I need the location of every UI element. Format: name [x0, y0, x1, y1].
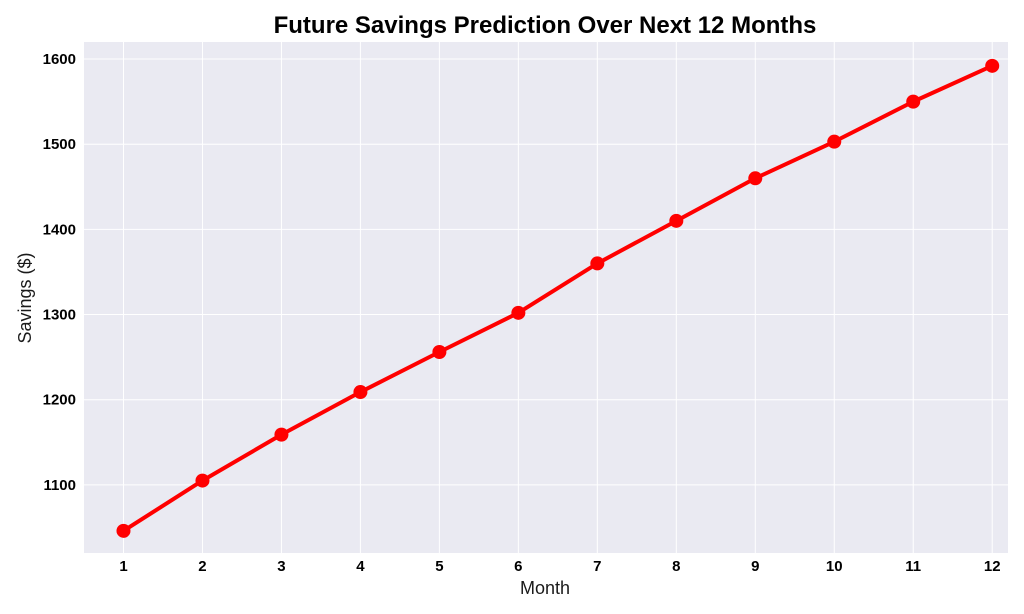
x-tick-label: 12 — [984, 558, 1001, 575]
y-axis-ticks: 1100 1200 1300 1400 1500 1600 — [43, 51, 76, 494]
x-gridlines — [122, 42, 993, 553]
y-tick-label: 1200 — [43, 392, 76, 409]
y-gridlines — [84, 58, 1008, 486]
data-point — [195, 473, 210, 488]
x-tick-label: 6 — [514, 558, 522, 575]
y-tick-label: 1300 — [43, 307, 76, 324]
y-axis-label: Savings ($) — [15, 252, 35, 343]
x-tick-label: 1 — [119, 558, 127, 575]
data-point — [669, 213, 684, 228]
data-point — [906, 94, 921, 109]
x-tick-label: 3 — [277, 558, 285, 575]
x-tick-label: 5 — [435, 558, 443, 575]
data-point — [985, 58, 1000, 73]
x-axis-label: Month — [520, 578, 570, 598]
data-point — [116, 523, 131, 538]
data-point — [353, 385, 368, 400]
data-point — [748, 171, 763, 186]
y-tick-label: 1400 — [43, 221, 76, 238]
series-line — [121, 63, 995, 533]
data-point — [432, 345, 447, 360]
x-tick-label: 8 — [672, 558, 680, 575]
data-point — [827, 134, 842, 149]
series-layer — [116, 58, 1000, 538]
data-point — [590, 256, 605, 271]
x-tick-label: 11 — [905, 558, 921, 575]
x-tick-label: 10 — [826, 558, 843, 575]
x-axis-ticks: 1 2 3 4 5 6 7 8 9 10 11 12 — [119, 558, 1000, 575]
x-tick-label: 4 — [356, 558, 365, 575]
x-tick-label: 9 — [751, 558, 759, 575]
data-point — [274, 427, 289, 442]
data-point — [511, 305, 526, 320]
x-tick-label: 7 — [593, 558, 601, 575]
y-tick-label: 1600 — [43, 51, 76, 68]
x-tick-label: 2 — [198, 558, 206, 575]
y-tick-label: 1100 — [43, 477, 76, 494]
chart-title: Future Savings Prediction Over Next 12 M… — [274, 12, 817, 39]
y-tick-label: 1500 — [43, 136, 76, 153]
